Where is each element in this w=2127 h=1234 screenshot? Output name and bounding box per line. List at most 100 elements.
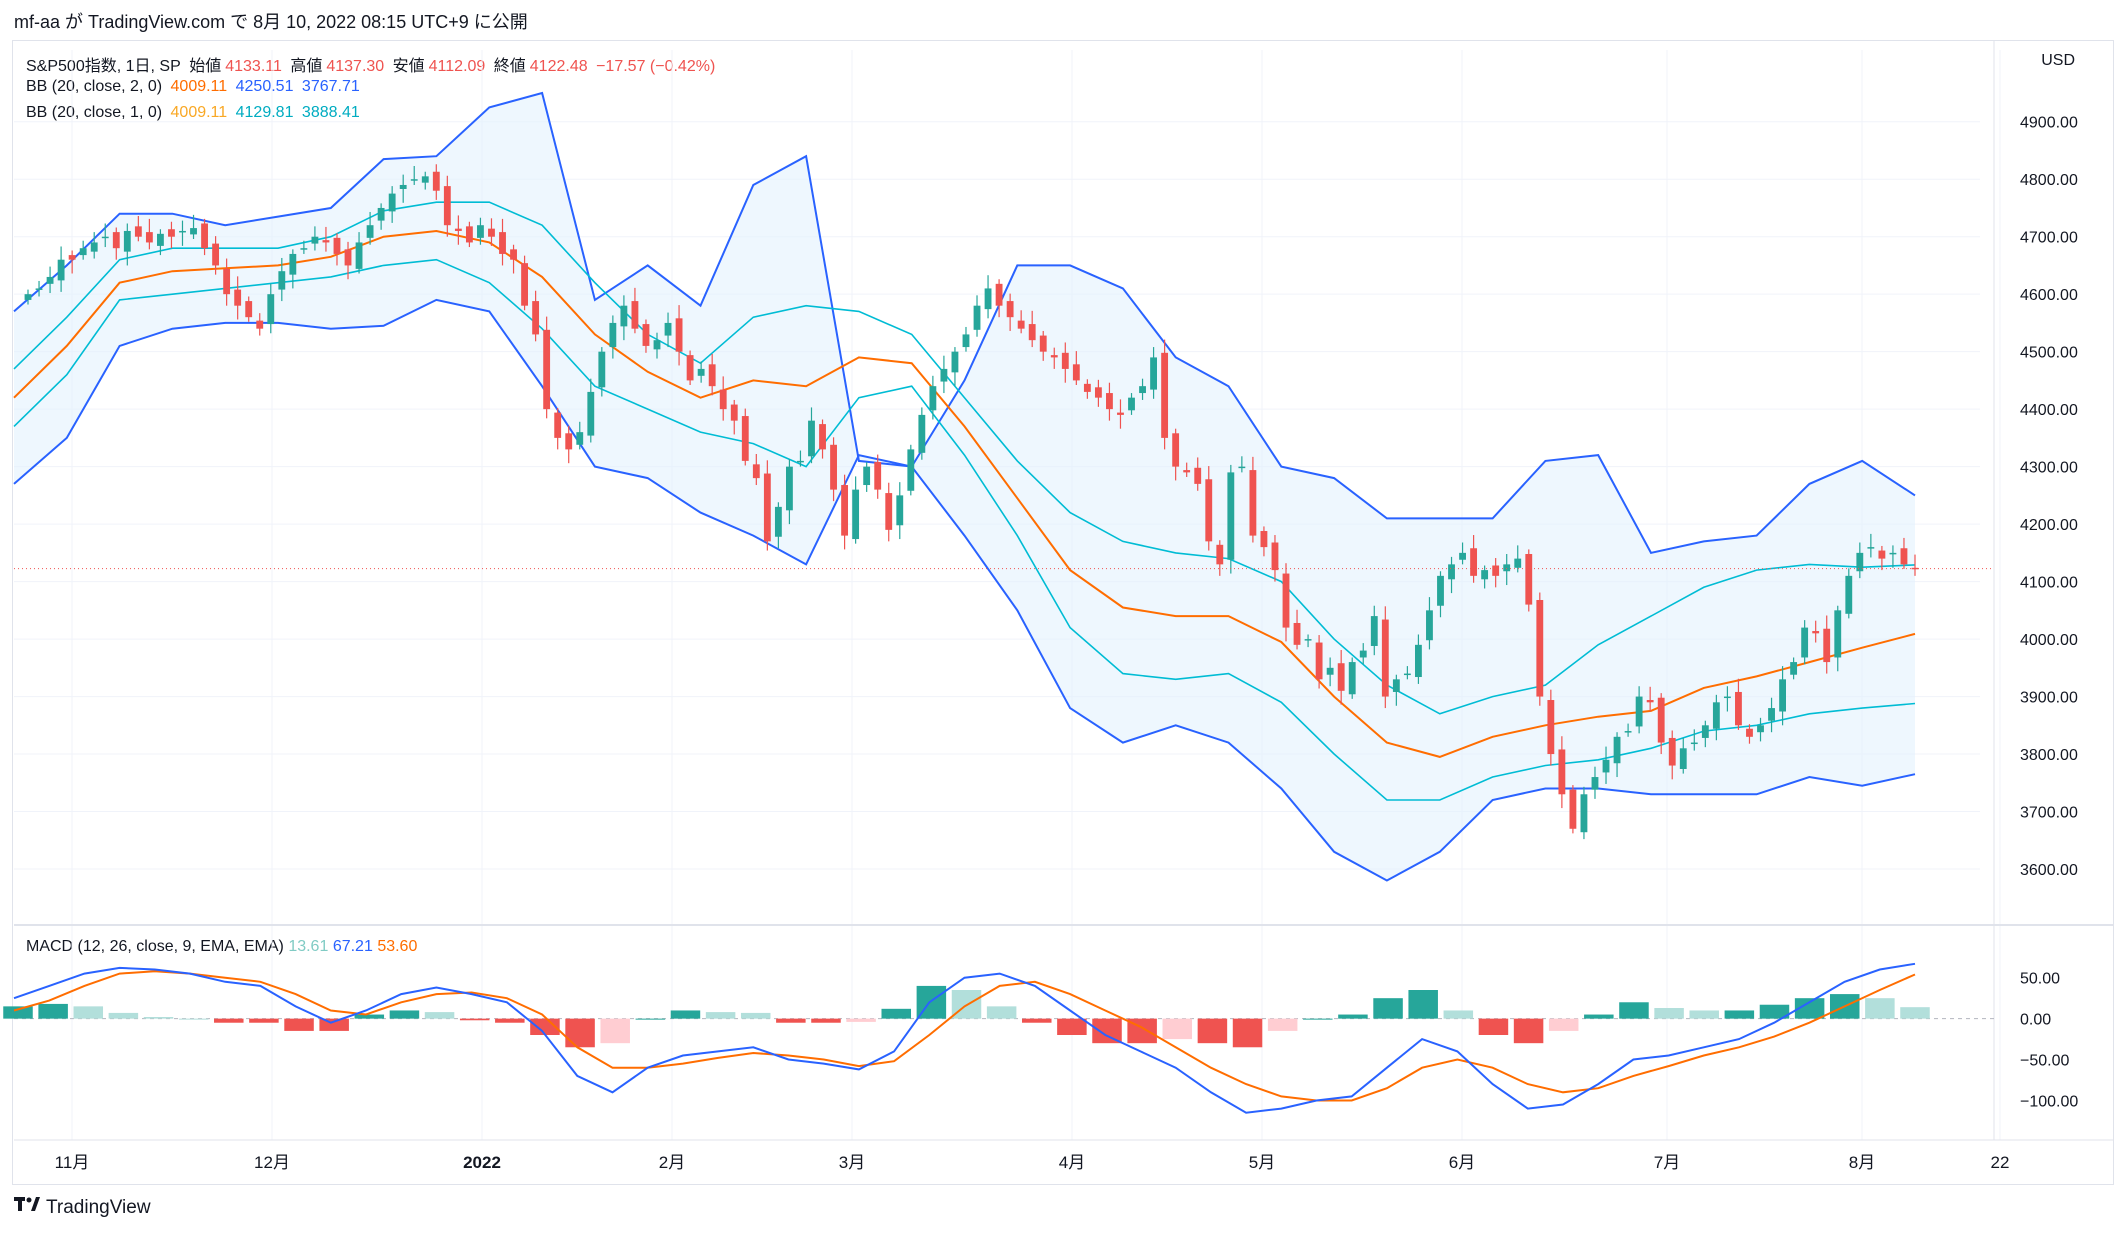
price-tick-label: 4600.00 <box>2020 287 2078 304</box>
bb2-legend[interactable]: BB (20, close, 2, 0) 4009.11 4250.51 376… <box>26 78 364 96</box>
candle-body <box>1017 320 1025 329</box>
macd-histogram-bar <box>1900 1007 1930 1019</box>
candle-body <box>322 240 330 243</box>
candle-body <box>311 236 319 244</box>
time-tick-label: 4月 <box>1059 1153 1085 1172</box>
candle-body <box>432 171 440 191</box>
candle-body <box>1679 748 1687 769</box>
candle-body <box>157 233 164 246</box>
candle-body <box>1437 575 1444 606</box>
macd-line <box>13 962 1916 1114</box>
candle-body <box>1370 616 1378 646</box>
candle-body <box>190 228 197 235</box>
candle-body <box>212 243 220 266</box>
candle-body <box>35 288 43 290</box>
candle-body <box>874 462 882 490</box>
candle-body <box>388 193 396 212</box>
candle-body <box>1602 759 1610 773</box>
candle-body <box>653 340 661 350</box>
candle-body <box>896 495 904 526</box>
candle-body <box>554 412 562 438</box>
candle-body <box>741 416 749 461</box>
candle-body <box>1900 548 1908 565</box>
candle-body <box>1083 383 1091 392</box>
candle-body <box>179 230 186 233</box>
candle-body <box>1889 552 1897 555</box>
time-tick-label: 5月 <box>1249 1153 1275 1172</box>
price-tick-label: 4500.00 <box>2020 345 2078 362</box>
candle-body <box>1403 673 1411 676</box>
macd-signal-value: 53.60 <box>377 938 418 955</box>
macd-histogram-bar <box>1548 1018 1579 1031</box>
candle-body <box>697 368 705 376</box>
candle-body <box>123 230 131 252</box>
candle-body <box>532 301 540 335</box>
candle-body <box>642 324 650 346</box>
candle-body <box>1304 639 1312 641</box>
candle-body <box>1106 393 1113 410</box>
candle-body <box>841 485 849 536</box>
candle-body <box>1779 679 1786 712</box>
macd-histogram-bar <box>284 1018 314 1031</box>
candle-body <box>1348 662 1356 695</box>
macd-tick-label: 50.00 <box>2020 971 2060 988</box>
footer[interactable]: TradingView <box>14 1196 151 1219</box>
candle-body <box>1359 650 1367 658</box>
close-value: 4122.48 <box>529 58 588 75</box>
candle-body <box>576 432 584 445</box>
macd-histogram-bar <box>3 1006 33 1019</box>
macd-histogram-bar <box>670 1010 701 1019</box>
candle-body <box>686 355 694 381</box>
macd-tick-label: −50.00 <box>2020 1053 2069 1070</box>
candle-body <box>1039 335 1047 352</box>
bollinger-band-fill <box>14 93 1915 881</box>
brand-name: TradingView <box>46 1196 151 1218</box>
candle-body <box>620 305 628 327</box>
candle-body <box>488 228 495 237</box>
candle-body <box>774 506 782 537</box>
macd-histogram-bar <box>143 1017 174 1019</box>
candle-body <box>918 414 926 453</box>
symbol-label[interactable]: S&P500指数, 1日, SP <box>26 58 181 75</box>
candle-body <box>1668 737 1676 766</box>
price-tick-label: 3600.00 <box>2020 862 2078 879</box>
macd-histogram-bar <box>881 1008 911 1019</box>
candle-body <box>289 253 297 275</box>
candle-body <box>410 179 418 181</box>
time-tick-label: 3月 <box>839 1153 865 1172</box>
bb1-lower-line <box>13 258 1916 801</box>
bb1-mid: 4009.11 <box>170 104 228 121</box>
price-tick-label: 4400.00 <box>2020 402 2078 419</box>
candle-body <box>565 433 573 450</box>
macd-legend[interactable]: MACD (12, 26, close, 9, EMA, EMA) 13.61 … <box>26 938 417 956</box>
time-tick-label: 8月 <box>1849 1153 1875 1172</box>
candle-body <box>675 318 683 352</box>
macd-histogram-bar <box>1232 1018 1263 1048</box>
macd-histogram-bar <box>1092 1018 1122 1044</box>
bb1-upper-line <box>13 201 1916 715</box>
macd-histogram-bar <box>38 1003 68 1019</box>
macd-histogram-bar <box>1759 1004 1790 1019</box>
candle-body <box>907 449 915 491</box>
candle-body <box>1790 662 1798 675</box>
candle-body <box>929 386 937 411</box>
price-tick-label: 4700.00 <box>2020 230 2078 247</box>
candle-body <box>852 489 860 540</box>
candle-body <box>1392 679 1400 692</box>
bb2-up: 4250.51 <box>235 78 294 95</box>
bb1-legend[interactable]: BB (20, close, 1, 0) 4009.11 4129.81 388… <box>26 104 364 122</box>
time-tick-label: 12月 <box>254 1153 290 1172</box>
candle-body <box>101 236 109 239</box>
candle-body <box>786 466 793 511</box>
macd-histogram-bar <box>1478 1018 1509 1035</box>
time-tick-label: 2月 <box>659 1153 685 1172</box>
candle-body <box>1757 725 1764 733</box>
macd-histogram-bar <box>565 1018 595 1048</box>
candle-body <box>598 351 606 388</box>
time-tick-label: 6月 <box>1449 1153 1475 1172</box>
macd-histogram-bar <box>389 1010 420 1019</box>
macd-histogram-bar <box>1373 998 1403 1019</box>
macd-signal-line <box>13 970 1916 1102</box>
candle-body <box>1183 470 1191 473</box>
